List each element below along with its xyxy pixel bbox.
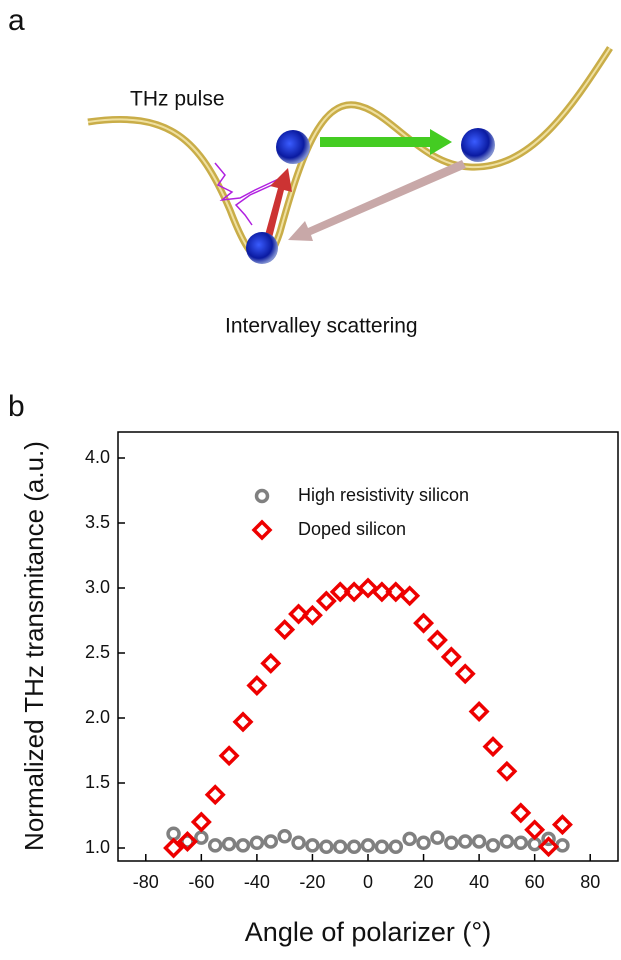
y-tick-label: 1.5 [85, 772, 110, 792]
diagram-caption: Intervalley scattering [225, 315, 418, 338]
y-tick-label: 4.0 [85, 447, 110, 467]
data-point [190, 811, 212, 833]
y-axis-label: Normalized THz transmitance (a.u.) [19, 441, 49, 851]
panel-label: b [8, 390, 25, 423]
data-point [440, 646, 462, 668]
data-point [524, 819, 546, 841]
data-point [541, 831, 556, 847]
data-point [402, 831, 417, 847]
energy-band-highlight [87, 47, 611, 261]
data-point [555, 838, 570, 853]
data-point [232, 711, 254, 733]
data-point [426, 629, 448, 651]
legend-marker [251, 519, 273, 541]
data-point [413, 612, 435, 634]
excite-arrow [265, 168, 292, 238]
data-point [454, 663, 476, 685]
data-point [263, 834, 279, 849]
data-point [163, 837, 185, 859]
transfer-arrow [320, 129, 452, 155]
data-point [360, 838, 376, 853]
data-point [274, 619, 296, 641]
data-point [551, 814, 573, 836]
pulse-label: THz pulse [130, 88, 225, 111]
data-point [538, 836, 560, 858]
y-tick-label: 1.0 [85, 837, 110, 857]
data-point [457, 834, 473, 849]
x-tick-label: -60 [188, 872, 214, 892]
data-point [430, 830, 445, 845]
data-point [176, 831, 198, 852]
data-point [499, 834, 515, 849]
data-point [305, 838, 320, 853]
data-point [277, 829, 292, 844]
data-point [221, 836, 237, 852]
return-arrow [288, 160, 466, 241]
data-point [510, 802, 532, 824]
y-tick-label: 3.0 [85, 577, 110, 597]
data-point [218, 745, 240, 767]
data-point [319, 839, 334, 854]
data-point [207, 838, 223, 853]
data-point [496, 760, 518, 782]
data-point [204, 784, 226, 806]
x-tick-label: -20 [299, 872, 325, 892]
data-point [315, 590, 337, 612]
electron [461, 128, 495, 162]
data-point [485, 838, 501, 853]
data-point [416, 835, 431, 851]
electron [276, 130, 310, 164]
data-point [301, 604, 323, 626]
y-tick-label: 3.5 [85, 512, 110, 532]
energy-band [87, 46, 613, 263]
diagram: THz pulse Intervalley scattering [87, 46, 613, 338]
data-point [246, 675, 268, 696]
x-tick-label: -40 [244, 872, 270, 892]
data-point [468, 701, 490, 722]
x-tick-label: 80 [580, 872, 600, 892]
x-tick-label: 0 [363, 872, 373, 892]
data-point [288, 603, 310, 625]
data-point [260, 652, 282, 674]
data-point [357, 577, 379, 599]
x-tick-label: 20 [414, 872, 434, 892]
thz-pulse [214, 162, 288, 226]
data-point [444, 835, 459, 851]
data-point [388, 839, 404, 854]
electron [246, 232, 278, 264]
legend-label: High resistivity silicon [298, 485, 469, 505]
data-point [346, 839, 362, 854]
x-axis-label: Angle of polarizer (°) [245, 917, 491, 947]
data-point [385, 581, 407, 603]
x-tick-label: 40 [469, 872, 489, 892]
data-point [235, 838, 251, 853]
data-point [482, 736, 504, 758]
data-point [332, 839, 348, 854]
data-point [471, 834, 487, 849]
data-point [513, 835, 529, 851]
data-point [180, 834, 195, 849]
chart: -80 -60 -40 -20 0 20 40 60 80 1.0 1.5 2.0 2.5 3.0 3.5 4… [19, 431, 619, 947]
data-point [399, 585, 421, 607]
x-tick-label: 60 [525, 872, 545, 892]
data-point [371, 581, 393, 603]
data-point [291, 835, 306, 851]
y-tick-label: 2.5 [85, 642, 110, 662]
data-point [329, 581, 351, 603]
x-tick-label: -80 [133, 872, 159, 892]
panel-label: a [8, 4, 25, 37]
data-point [374, 839, 390, 854]
legend-marker [254, 488, 270, 504]
data-point [249, 835, 265, 851]
y-tick-label: 2.0 [85, 707, 110, 727]
legend-label: Doped silicon [298, 519, 406, 539]
